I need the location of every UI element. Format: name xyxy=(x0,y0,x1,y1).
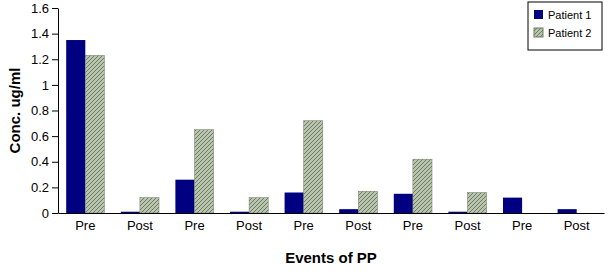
bar xyxy=(249,198,268,213)
bar xyxy=(503,198,522,213)
bar xyxy=(448,212,467,213)
y-axis-title: Conc. ug/ml xyxy=(6,68,23,154)
tick-label: 1.2 xyxy=(31,52,49,67)
bar xyxy=(413,159,432,213)
x-axis: Pre Post Pre Post Pre Post Pre Post Pre Post xyxy=(59,213,605,233)
tick: Post xyxy=(236,213,262,233)
tick-label: Pre xyxy=(403,218,423,233)
tick-label: Pre xyxy=(512,218,532,233)
bar xyxy=(121,212,140,213)
axis-line xyxy=(59,213,605,214)
legend: Patient 1 Patient 2 xyxy=(528,2,602,50)
bars xyxy=(66,40,577,213)
tick-mark xyxy=(52,187,58,188)
tick-label: Post xyxy=(564,218,590,233)
tick-label: Pre xyxy=(294,218,314,233)
tick: Post xyxy=(345,213,371,233)
tick: 0.6 xyxy=(31,129,58,144)
tick: 0.2 xyxy=(31,180,58,195)
tick: 1.2 xyxy=(31,52,58,67)
bar xyxy=(394,194,413,213)
tick-label: 0.4 xyxy=(31,154,49,169)
bar xyxy=(358,191,377,213)
tick: Pre xyxy=(512,213,532,233)
bar xyxy=(339,209,358,213)
y-axis: 0 0.2 0.4 0.6 0.8 1 1.2 1.4 1.6 xyxy=(31,1,59,221)
tick-label: Post xyxy=(127,218,153,233)
legend-box xyxy=(528,2,602,50)
tick-label: 1 xyxy=(42,78,49,93)
tick: Pre xyxy=(294,213,314,233)
tick-label: 1.4 xyxy=(31,26,49,41)
tick-mark xyxy=(52,85,58,86)
bar xyxy=(285,193,304,214)
chart: 00.20.40.60.811.21.41.6PrePostPrePostPre… xyxy=(0,0,610,277)
tick-label: Post xyxy=(236,218,262,233)
tick-label: 0 xyxy=(42,206,49,221)
tick: Pre xyxy=(403,213,423,233)
tick: 1.4 xyxy=(31,26,58,41)
legend-swatch xyxy=(534,28,543,37)
x-axis-title: Events of PP xyxy=(285,249,377,266)
tick-label: 1.6 xyxy=(31,1,49,16)
bar xyxy=(230,212,249,213)
tick: 1.6 xyxy=(31,1,58,16)
bar xyxy=(66,40,85,213)
legend-label: Patient 1 xyxy=(548,9,591,21)
tick-mark xyxy=(52,111,58,112)
tick-mark xyxy=(52,136,58,137)
legend-item: Patient 2 xyxy=(534,27,591,39)
bar xyxy=(558,209,577,213)
tick-mark xyxy=(52,213,58,214)
tick: 1 xyxy=(42,78,58,93)
bar xyxy=(140,198,159,213)
tick: 0 xyxy=(42,206,58,221)
tick: Post xyxy=(564,213,590,233)
tick: Pre xyxy=(75,213,95,233)
bar xyxy=(468,193,487,214)
plot: 00.20.40.60.811.21.41.6PrePostPrePostPre… xyxy=(31,1,605,234)
tick-mark xyxy=(52,162,58,163)
bar xyxy=(304,121,323,213)
legend-label: Patient 2 xyxy=(548,27,591,39)
legend-item: Patient 1 xyxy=(534,9,591,21)
tick-label: 0.8 xyxy=(31,103,49,118)
tick: 0.8 xyxy=(31,103,58,118)
tick-mark xyxy=(52,34,58,35)
tick: Pre xyxy=(184,213,204,233)
tick-label: 0.6 xyxy=(31,129,49,144)
legend-swatch xyxy=(534,10,543,19)
tick: 0.4 xyxy=(31,154,58,169)
tick-label: 0.2 xyxy=(31,180,49,195)
tick-mark xyxy=(52,59,58,60)
tick-label: Pre xyxy=(184,218,204,233)
bar xyxy=(175,180,194,213)
tick-label: Post xyxy=(454,218,480,233)
tick-mark xyxy=(52,8,58,9)
tick: Post xyxy=(127,213,153,233)
bar xyxy=(85,55,104,213)
tick-label: Pre xyxy=(75,218,95,233)
axis-line xyxy=(58,9,59,214)
bar xyxy=(195,130,214,213)
tick: Post xyxy=(454,213,480,233)
tick-label: Post xyxy=(345,218,371,233)
